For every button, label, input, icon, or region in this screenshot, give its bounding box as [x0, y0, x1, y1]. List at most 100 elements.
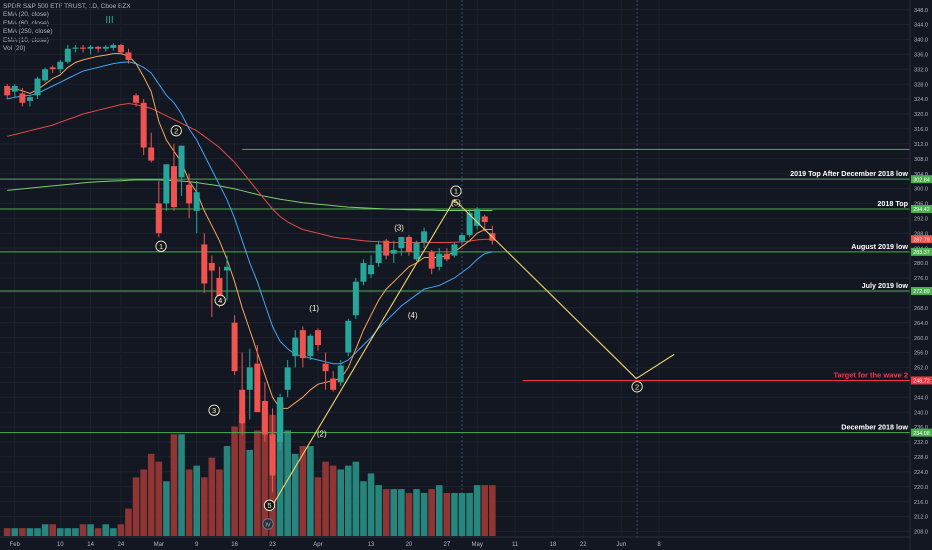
candle-body[interactable]	[140, 102, 147, 148]
candle-body[interactable]	[4, 86, 11, 96]
legend-ema10[interactable]: EMA (10, close)	[3, 36, 49, 44]
candle-body[interactable]	[459, 235, 465, 241]
candle-body[interactable]	[80, 47, 86, 49]
candle-body[interactable]	[231, 322, 238, 372]
candle-body[interactable]	[307, 335, 314, 357]
legend-volume[interactable]: Vol (20)	[3, 45, 26, 53]
candle-body[interactable]	[133, 95, 140, 103]
candle-body[interactable]	[102, 46, 109, 49]
candle-body[interactable]	[117, 45, 124, 53]
candle-body[interactable]	[239, 389, 246, 424]
candle-body[interactable]	[443, 253, 450, 260]
candle-body[interactable]	[246, 367, 253, 390]
candle-body[interactable]	[42, 69, 49, 81]
candle-body[interactable]	[277, 397, 284, 442]
candle-body[interactable]	[186, 184, 193, 204]
candle-body[interactable]	[292, 337, 299, 357]
volume-bar	[64, 528, 72, 536]
candle-body[interactable]	[322, 363, 329, 372]
candle-body[interactable]	[405, 236, 412, 252]
candle-body[interactable]	[72, 47, 79, 49]
candle-body[interactable]	[269, 434, 276, 476]
candle-body[interactable]	[57, 61, 64, 70]
candle-body[interactable]	[337, 365, 344, 383]
candle-body[interactable]	[11, 86, 18, 92]
candle-body[interactable]	[428, 251, 435, 269]
candle-body[interactable]	[413, 242, 420, 260]
volume-bar	[163, 481, 170, 536]
candle-body[interactable]	[398, 236, 405, 249]
candle-body[interactable]	[261, 400, 268, 435]
candle-body[interactable]	[178, 145, 185, 178]
ema20-line[interactable]	[7, 61, 493, 365]
volume-bar	[170, 434, 178, 536]
candle-body[interactable]	[352, 281, 359, 316]
candle-body[interactable]	[284, 367, 291, 390]
candle-body[interactable]	[19, 93, 26, 103]
candle-body[interactable]	[26, 97, 33, 101]
candle-body[interactable]	[125, 52, 132, 60]
wave-label: 4	[218, 296, 222, 305]
legend-ema60[interactable]: EMA (60, close)	[3, 19, 49, 27]
volume-bar	[473, 485, 481, 536]
legend-ema20[interactable]: EMA (20, close)	[3, 11, 49, 19]
candle-body[interactable]	[208, 263, 215, 271]
price-tick-label: 288.0	[914, 231, 928, 237]
candle-body[interactable]	[481, 216, 488, 223]
candle-body[interactable]	[216, 277, 223, 301]
candle-body[interactable]	[64, 48, 71, 62]
candle-body[interactable]	[375, 244, 382, 264]
candle-body[interactable]	[451, 244, 458, 256]
volume-bar	[489, 485, 496, 536]
candle-body[interactable]	[163, 164, 170, 204]
price-tick-label: 332.0	[914, 67, 928, 73]
candle-body[interactable]	[95, 46, 102, 49]
volume-bar	[147, 453, 155, 536]
candle-body[interactable]	[155, 203, 162, 234]
candle-body[interactable]	[390, 250, 397, 254]
candle-body[interactable]	[466, 212, 473, 236]
volume-bar	[390, 489, 398, 536]
wave-label-circle	[208, 404, 220, 416]
time-tick-label: 8	[657, 542, 661, 548]
candle-body[interactable]	[360, 263, 367, 282]
candle-body[interactable]	[170, 166, 177, 208]
candle-body[interactable]	[34, 78, 41, 96]
wave-projection-path[interactable]	[272, 198, 675, 506]
wave-label: (4)	[408, 311, 418, 320]
volume-bar	[307, 446, 314, 536]
candle-body[interactable]	[436, 253, 443, 267]
candle-body[interactable]	[201, 244, 208, 284]
candle-body[interactable]	[110, 45, 117, 48]
level-label: 2019 Top After December 2018 low	[790, 169, 908, 178]
candle-body[interactable]	[368, 264, 375, 275]
candle-body[interactable]	[345, 320, 352, 353]
ema10-line[interactable]	[7, 53, 493, 409]
price-tick-label: 224.0	[914, 470, 928, 476]
candle-body[interactable]	[87, 46, 94, 49]
candle-body[interactable]	[193, 192, 200, 211]
candle-body[interactable]	[148, 147, 155, 161]
candle-body[interactable]	[224, 266, 231, 271]
wave-label-circle	[450, 185, 462, 197]
candle-body[interactable]	[421, 231, 428, 243]
candle-body[interactable]	[299, 330, 306, 359]
ema250-line[interactable]	[7, 179, 493, 211]
candle-body[interactable]	[330, 378, 337, 390]
candle-body[interactable]	[314, 330, 321, 346]
time-tick-label: 20	[406, 542, 413, 548]
ema60-line[interactable]	[7, 102, 493, 243]
volume-bar	[254, 430, 261, 536]
candle-body[interactable]	[474, 209, 481, 226]
time-axis[interactable]: Feb 10 14 24 Mar 9 16 23 Apr 13 20 27 May 11 18 22 Jun 8	[0, 536, 910, 548]
candle-body[interactable]	[49, 67, 56, 70]
candle-body[interactable]	[383, 240, 390, 256]
price-axis[interactable]: 208.0 212.0 216.0 220.0 224.0 228.0 232.0 236.0…	[909, 0, 932, 550]
legend-ema250[interactable]: EMA (250, close)	[3, 28, 53, 36]
price-tick-label: 280.0	[914, 261, 928, 267]
time-tick-label: 9	[195, 542, 199, 548]
candle-body[interactable]	[254, 363, 261, 413]
wave-label-circle	[262, 518, 274, 530]
legend-symbol[interactable]: SPDR S&P 500 ETF TRUST, 1D, Cboe BZX	[3, 3, 131, 10]
